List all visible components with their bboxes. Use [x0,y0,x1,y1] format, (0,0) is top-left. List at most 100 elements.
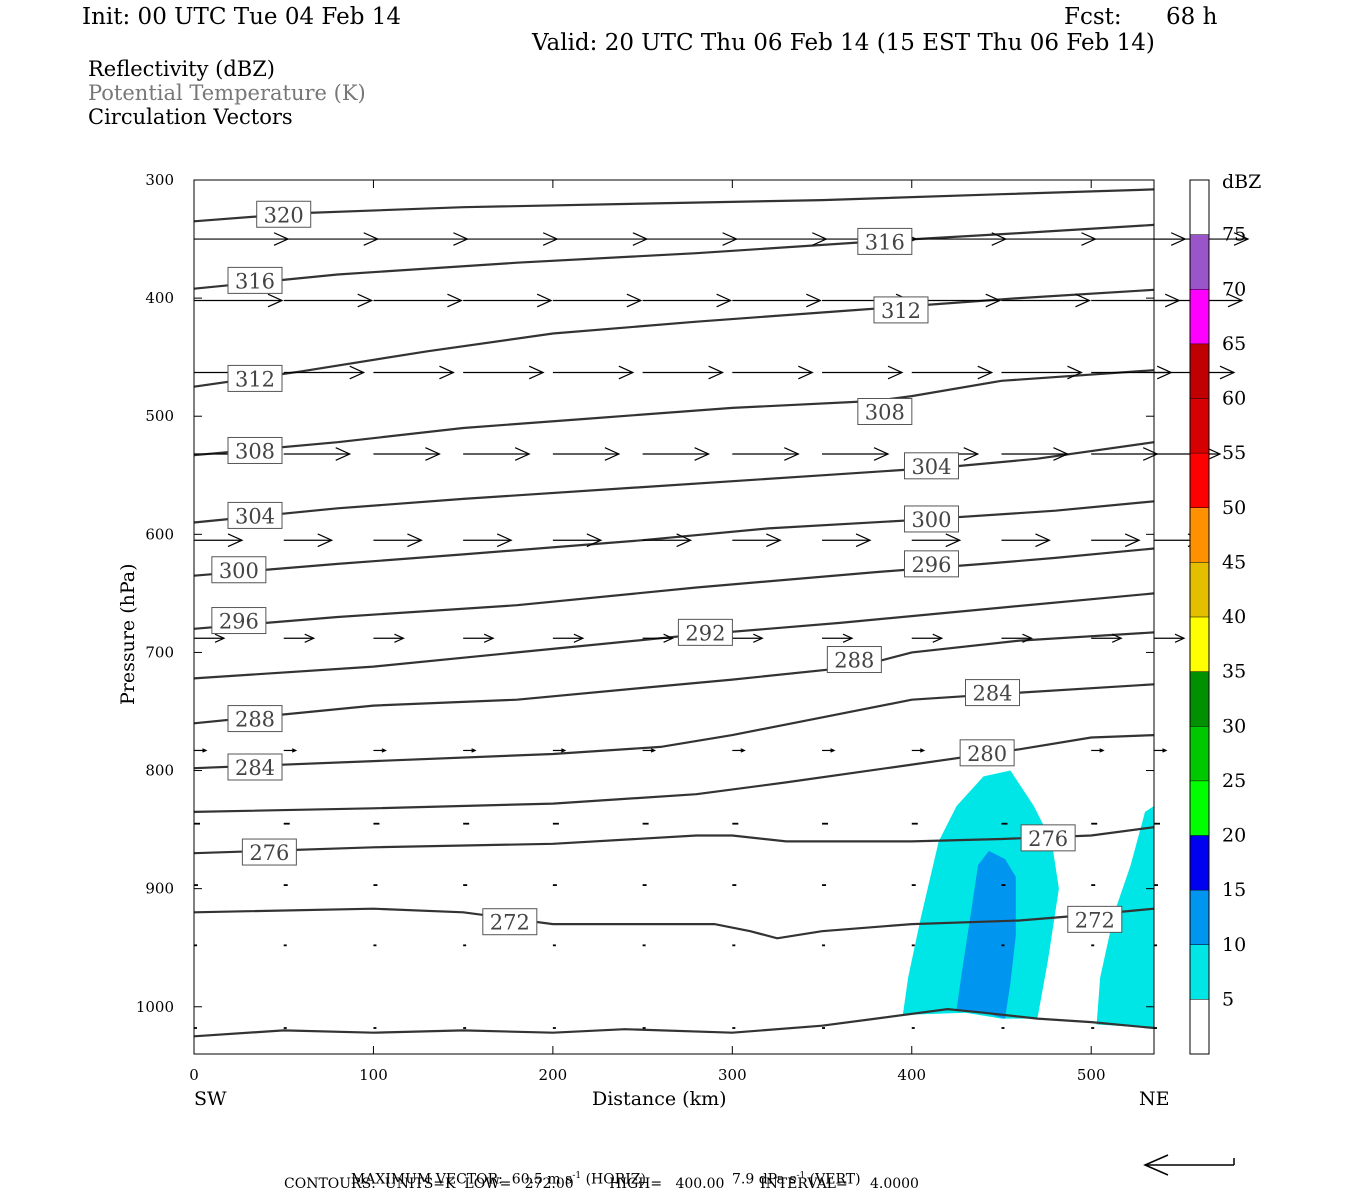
svg-text:300: 300 [219,559,259,583]
circulation-vector [283,533,334,548]
circulation-vector [732,447,800,461]
theta-contour-316 [193,223,1155,290]
circulation-vector [283,365,366,380]
circulation-vector [822,748,836,753]
contour-label-312: 312 [227,364,283,392]
theta-contour-292 [193,592,1155,680]
colorbar-bin [1190,453,1209,508]
svg-text:312: 312 [881,299,921,323]
colorbar-label: 55 [1222,442,1246,464]
circulation-vector [822,633,854,643]
colorbar-bin [1190,726,1209,781]
init-time: Init: 00 UTC Tue 04 Feb 14 [82,4,402,30]
circulation-vector [463,748,477,753]
circulation-vector [1001,232,1097,246]
axis-layer: 300 400 500 600 700 800 900 1000 0 100 200 300 400 50… [136,171,1154,1084]
contour-label-308: 308 [857,397,913,425]
theta-contour-surface [193,1007,1155,1038]
circulation-vector [283,447,352,461]
circulation-vector [552,533,603,548]
theta-contour-304 [193,441,1155,524]
contour-label-308: 308 [227,436,283,464]
circulation-vector [732,365,814,380]
y-axis-label: Pressure (hPa) [117,563,139,705]
contour-label-288: 288 [826,646,882,674]
reflectivity-region-10-2 [956,850,1016,1019]
circulation-vector [552,232,649,246]
colorbar: 5 10 15 20 25 30 35 40 45 50 55 60 65 70 75 dBZ [1189,171,1261,1055]
max-vector-vert-label: (VERT) [809,1171,861,1188]
contour-label-284: 284 [227,753,283,781]
theta-contour-320 [193,188,1155,223]
colorbar-bin [1190,562,1209,617]
theta-contour-308 [193,369,1155,457]
svg-text:316: 316 [235,269,275,293]
circulation-vector [642,447,711,461]
colorbar-bin [1190,617,1209,672]
contour-label-292: 292 [677,618,733,646]
circulation-vector [1001,447,1069,461]
svg-text:308: 308 [235,439,275,463]
y-tick-label: 800 [145,762,174,780]
y-tick-label: 400 [145,289,174,307]
x-right-label: NE [1139,1088,1170,1110]
svg-text:284: 284 [972,682,1012,706]
contour-label-320: 320 [256,200,312,228]
circulation-vector [1001,365,1083,380]
circulation-vector [642,633,675,643]
circulation-vector [552,447,621,461]
colorbar-label: 5 [1222,988,1234,1010]
svg-text:300: 300 [911,508,951,532]
max-vector-horiz-label: (HORIZ) [585,1171,646,1188]
field-theta: Potential Temperature (K) [88,81,366,105]
colorbar-title: dBZ [1222,171,1261,193]
contour-label-280: 280 [959,739,1015,767]
svg-text:288: 288 [235,708,275,732]
circulation-vector [552,293,643,308]
forecast-label: Fcst: [1064,4,1122,30]
circulation-vector [194,293,284,308]
circulation-vector [1154,748,1168,753]
svg-text:316: 316 [865,230,905,254]
colorbar-label: 45 [1222,551,1246,573]
colorbar-label: 20 [1222,825,1246,847]
circulation-vector [463,533,513,548]
circulation-vector [1091,633,1123,643]
contour-label-300: 300 [903,505,959,533]
x-tick-label: 100 [359,1066,388,1084]
contour-label-284: 284 [965,679,1021,707]
colorbar-label: 75 [1222,224,1246,246]
svg-text:304: 304 [235,504,275,528]
contour-label-304: 304 [227,501,283,529]
contour-label-296: 296 [211,607,267,635]
theta-contour-layer [193,188,1155,1038]
theta-contour-272 [193,907,1155,940]
circulation-vector [642,533,693,548]
colorbar-bin [1190,398,1209,454]
circulation-vector [373,365,455,380]
circulation-vector [732,748,746,753]
circulation-vector [911,365,994,380]
colorbar-label: 15 [1222,879,1246,901]
svg-text:296: 296 [219,610,259,634]
colorbar-bin [1190,180,1209,235]
circulation-vector [911,533,962,548]
circulation-vector [642,748,657,753]
colorbar-label: 10 [1222,934,1246,956]
y-tick-label: 700 [145,643,174,661]
circulation-vector [1001,533,1051,548]
colorbar-label: 30 [1222,715,1246,737]
circulation-vector [642,232,739,246]
svg-text:320: 320 [264,203,304,227]
theta-contour-280 [193,734,1155,813]
colorbar-bin [1190,835,1209,891]
circulation-vector [463,365,545,380]
max-vector-line: MAXIMUM VECTOR: 60.5 m s-1 (HORIZ) 7.9 dP… [350,1171,861,1188]
colorbar-bin [1190,999,1209,1054]
colorbar-bin [1190,671,1209,727]
valid-time: Valid: 20 UTC Thu 06 Feb 14 (15 EST Thu … [532,30,1155,56]
svg-text:276: 276 [1028,827,1068,851]
circulation-vector [463,232,559,246]
svg-text:284: 284 [235,756,275,780]
